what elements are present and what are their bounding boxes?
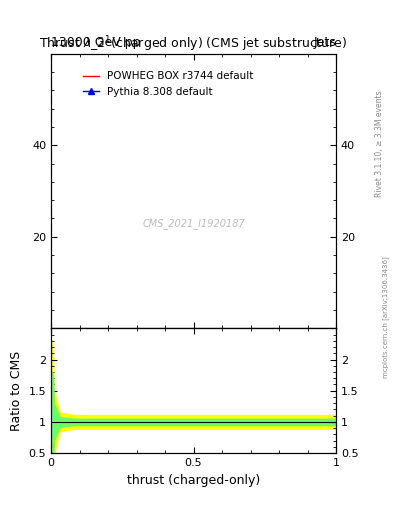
Text: Rivet 3.1.10, ≥ 3.3M events: Rivet 3.1.10, ≥ 3.3M events [375, 90, 384, 197]
Text: Jets: Jets [313, 36, 336, 49]
X-axis label: thrust (charged-only): thrust (charged-only) [127, 474, 260, 486]
Title: Thrust $\lambda\_2^1$(charged only) (CMS jet substructure): Thrust $\lambda\_2^1$(charged only) (CMS… [39, 34, 348, 54]
Y-axis label: Ratio to CMS: Ratio to CMS [10, 351, 23, 431]
Text: CMS_2021_I1920187: CMS_2021_I1920187 [142, 219, 245, 229]
Legend: POWHEG BOX r3744 default, Pythia 8.308 default: POWHEG BOX r3744 default, Pythia 8.308 d… [79, 67, 258, 101]
Text: mcplots.cern.ch [arXiv:1306.3436]: mcplots.cern.ch [arXiv:1306.3436] [382, 257, 389, 378]
Text: 13000 GeV pp: 13000 GeV pp [51, 36, 141, 49]
